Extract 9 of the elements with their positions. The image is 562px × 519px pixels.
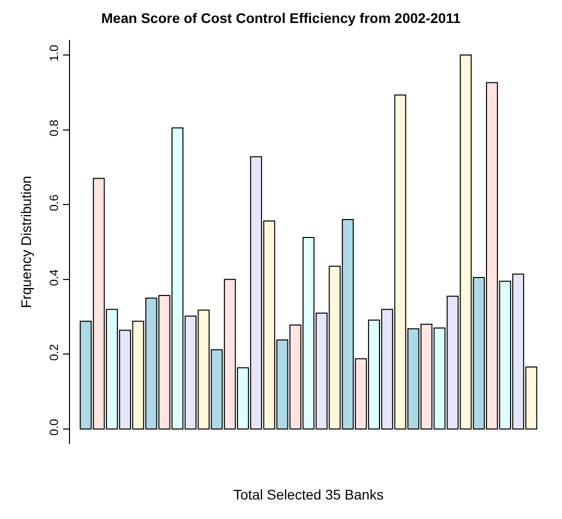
y-tick-label: 0.4 <box>47 268 62 286</box>
y-tick-label: 0.6 <box>47 194 62 212</box>
y-tick-label: 0.0 <box>47 418 62 436</box>
y-tick-label: 1.0 <box>47 44 62 62</box>
y-tick-label: 0.8 <box>47 119 62 136</box>
x-axis-title: Total Selected 35 Banks <box>233 486 384 502</box>
y-tick-label: 0.2 <box>47 344 62 361</box>
y-axis-title: Frquency Distribution <box>18 176 34 308</box>
chart-title: Mean Score of Cost Control Efficiency from 2002-2011 <box>101 10 461 26</box>
